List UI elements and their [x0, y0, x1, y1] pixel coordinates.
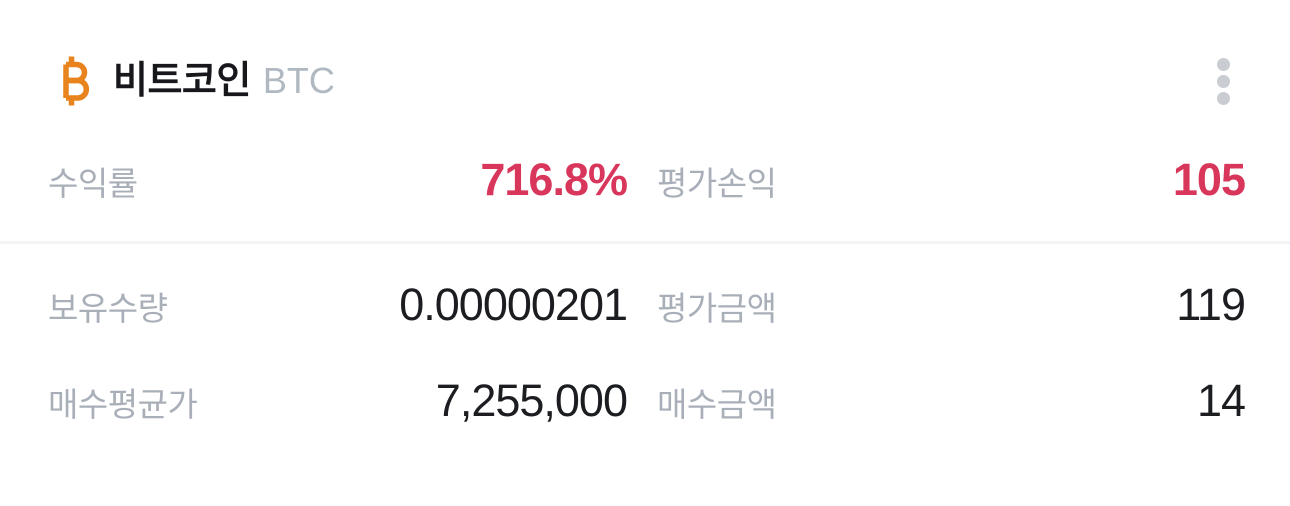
buy-amount-label: 매수금액	[657, 386, 777, 423]
eval-profit-value: 105	[1172, 154, 1246, 205]
profit-rate-label: 수익률	[48, 165, 138, 202]
kebab-menu-icon[interactable]	[1201, 51, 1245, 111]
profit-rate-pair: 수익률 716.8%	[48, 154, 628, 206]
eval-amount-pair: 평가금액 119	[657, 279, 1246, 331]
eval-amount-value: 119	[1176, 279, 1246, 330]
section-divider	[0, 241, 1290, 244]
avg-buy-row: 매수평균가 7,255,000 매수금액 14	[48, 375, 1246, 427]
eval-profit-pair: 평가손익 105	[657, 154, 1246, 206]
kebab-dot	[1216, 57, 1230, 71]
avg-buy-price-label: 매수평균가	[48, 386, 198, 423]
avg-buy-price-value: 7,255,000	[435, 375, 628, 426]
coin-symbol: BTC	[262, 60, 335, 101]
eval-amount-label: 평가금액	[657, 290, 777, 327]
buy-amount-pair: 매수금액 14	[657, 375, 1246, 427]
holdings-row: 보유수량 0.00000201 평가금액 119	[48, 279, 1246, 331]
card-header: 비트코인 BTC	[57, 55, 1245, 107]
bitcoin-icon	[57, 56, 91, 106]
eval-profit-label: 평가손익	[657, 165, 777, 202]
holding-qty-value: 0.00000201	[399, 279, 628, 330]
holding-qty-pair: 보유수량 0.00000201	[48, 279, 628, 331]
kebab-dot	[1216, 91, 1230, 105]
profit-rate-value: 716.8%	[480, 154, 628, 205]
holding-qty-label: 보유수량	[48, 290, 168, 327]
kebab-dot	[1216, 74, 1230, 88]
coin-name: 비트코인 BTC	[113, 60, 335, 102]
profit-row: 수익률 716.8% 평가손익 105	[48, 154, 1246, 206]
buy-amount-value: 14	[1196, 375, 1246, 426]
avg-buy-price-pair: 매수평균가 7,255,000	[48, 375, 628, 427]
